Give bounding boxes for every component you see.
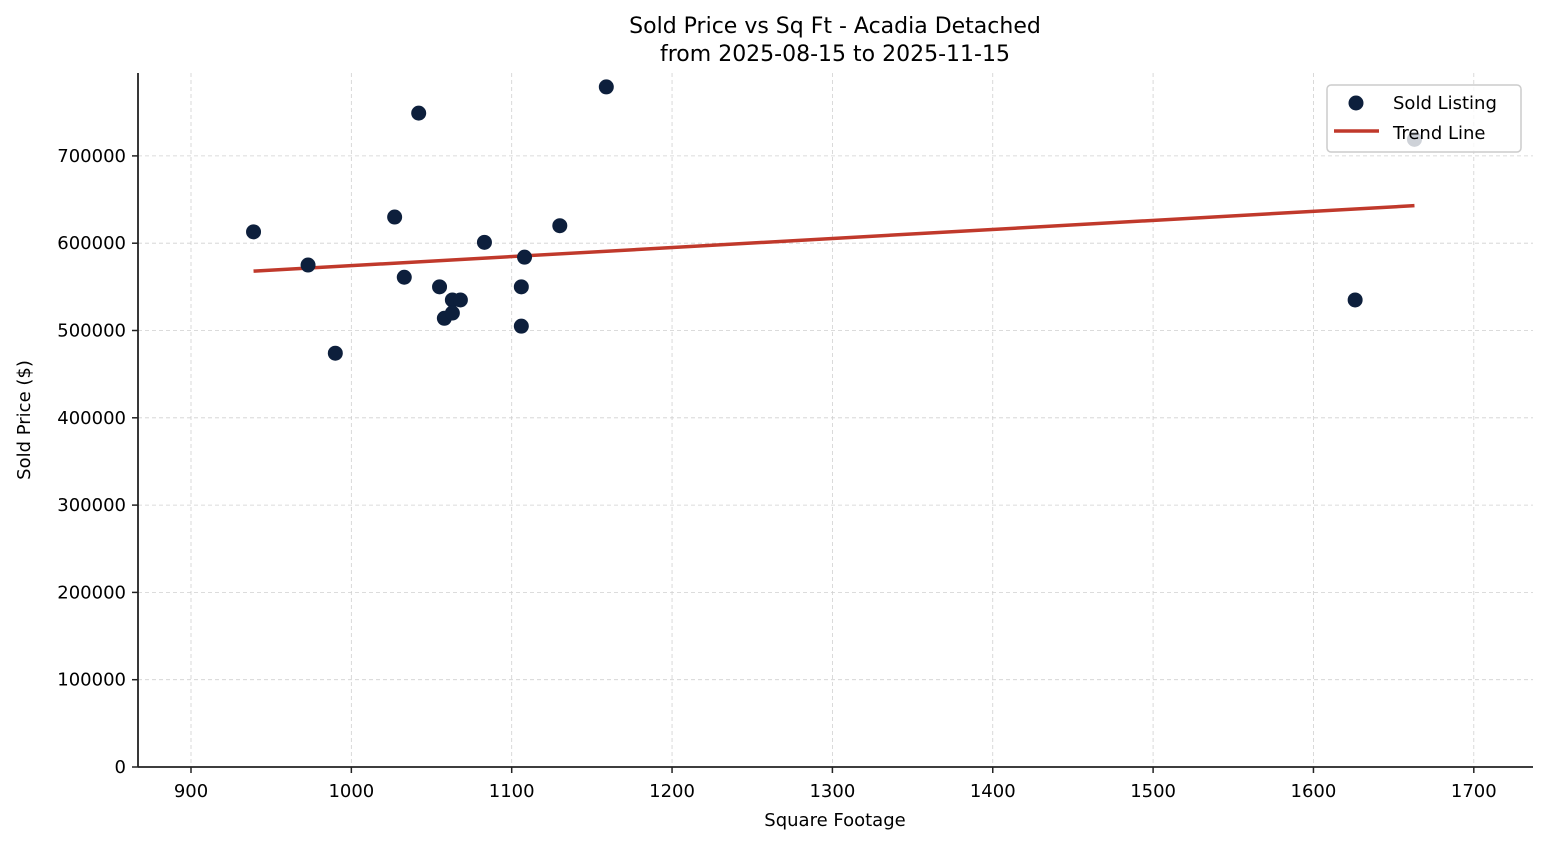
data-point [387,209,403,225]
y-tick-label: 0 [115,757,126,778]
x-tick-label: 1400 [970,781,1016,802]
x-tick-label: 1200 [649,781,695,802]
y-axis-ticks: 0 100000 200000 300000 400000 500000 600000 700… [57,146,138,778]
y-tick-label: 400000 [57,408,126,429]
y-axis-label: Sold Price ($) [14,360,35,480]
data-point [300,257,316,273]
y-tick-label: 600000 [57,233,126,254]
axes [137,73,1533,768]
data-point [396,269,412,285]
chart-title: Sold Price vs Sq Ft - Acadia Detached [629,14,1041,39]
data-point [432,279,448,295]
y-tick-label: 700000 [57,146,126,167]
data-point [476,234,492,250]
data-point [411,105,427,121]
legend-marker-icon [1348,95,1364,111]
y-tick-label: 100000 [57,670,126,691]
data-point [513,318,529,334]
trend-line-path [253,203,1415,273]
y-tick-label: 200000 [57,582,126,603]
trend-line [253,203,1415,273]
x-axis-label: Square Footage [764,810,905,831]
x-tick-label: 1700 [1451,781,1497,802]
x-tick-label: 1000 [328,781,374,802]
x-tick-label: 1100 [489,781,535,802]
data-point [452,292,468,308]
x-tick-label: 1500 [1130,781,1176,802]
data-point [444,305,460,321]
data-point [246,224,262,240]
data-point [598,79,614,95]
x-tick-label: 1600 [1291,781,1337,802]
legend-item-sold-listing: Sold Listing [1393,93,1497,114]
data-point [552,218,568,234]
data-point [517,249,533,265]
y-tick-label: 500000 [57,321,126,342]
data-point [513,279,529,295]
x-tick-label: 900 [174,781,208,802]
legend-item-trend-line: Trend Line [1392,123,1486,144]
x-tick-label: 1300 [809,781,855,802]
legend: Sold Listing Trend Line [1326,84,1522,153]
x-axis-ticks: 900 1000 1100 1200 1300 1400 1500 1600 1700 [174,767,1497,802]
chart-subtitle: from 2025-08-15 to 2025-11-15 [660,42,1010,67]
y-tick-label: 300000 [57,495,126,516]
grid-lines [138,73,1533,767]
legend-box [1326,84,1522,153]
data-point [327,345,343,361]
data-points [246,79,1422,361]
data-point [1347,292,1363,308]
